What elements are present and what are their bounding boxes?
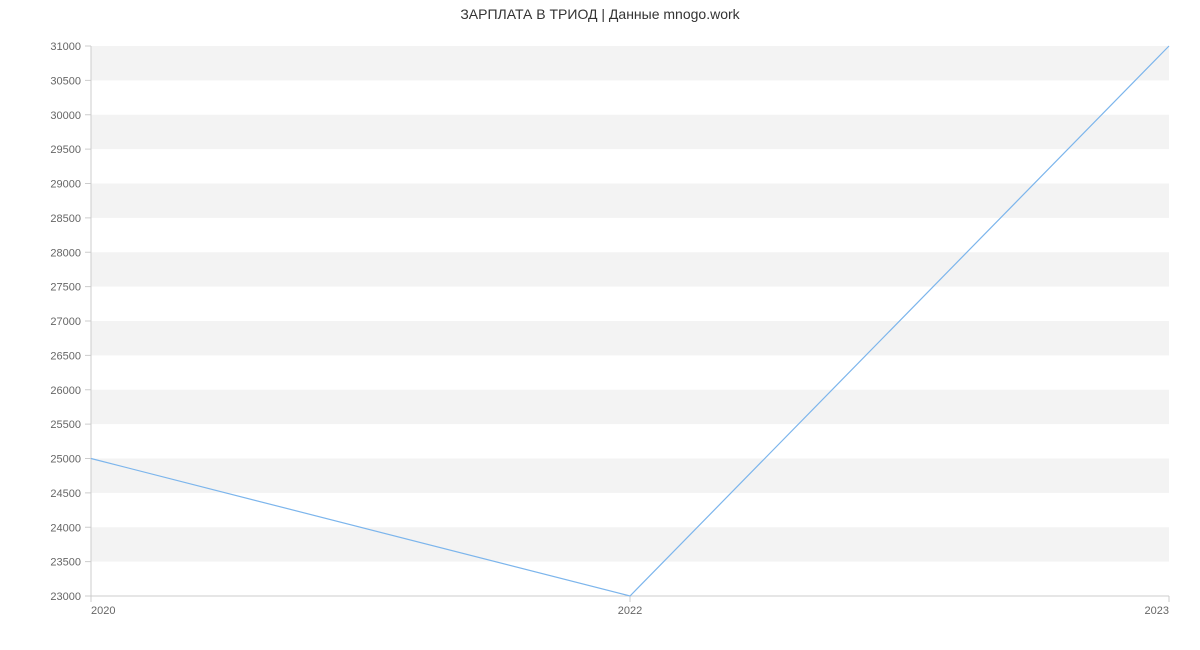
grid-band xyxy=(91,252,1169,286)
chart-svg: 23000 23500 24000 24500 25000 25500 26000 26500… xyxy=(0,0,1200,650)
y-tick-label: 25000 xyxy=(50,454,81,466)
salary-line-chart: ЗАРПЛАТА В ТРИОД | Данные mnogo.work 230… xyxy=(0,0,1200,650)
y-tick-label: 24000 xyxy=(50,522,81,534)
chart-title: ЗАРПЛАТА В ТРИОД | Данные mnogo.work xyxy=(0,6,1200,22)
y-tick-label: 30000 xyxy=(50,110,81,122)
y-tick-label: 27000 xyxy=(50,316,81,328)
y-tick-label: 26000 xyxy=(50,385,81,397)
y-tick-label: 28000 xyxy=(50,247,81,259)
y-tick-label: 23500 xyxy=(50,557,81,569)
y-tick-label: 28500 xyxy=(50,213,81,225)
y-tick-label: 23000 xyxy=(50,591,81,603)
x-tick-label: 2022 xyxy=(618,605,642,617)
y-tick-label: 27500 xyxy=(50,282,81,294)
y-tick-label: 31000 xyxy=(50,41,81,53)
y-tick-label: 26500 xyxy=(50,350,81,362)
grid-band xyxy=(91,184,1169,218)
grid-band xyxy=(91,321,1169,355)
grid-band xyxy=(91,390,1169,424)
grid-band xyxy=(91,459,1169,493)
y-tick-label: 29000 xyxy=(50,179,81,191)
y-tick-label: 25500 xyxy=(50,419,81,431)
x-tick-label: 2020 xyxy=(91,605,115,617)
grid-band xyxy=(91,115,1169,149)
x-tick-label: 2023 xyxy=(1145,605,1169,617)
y-tick-label: 30500 xyxy=(50,75,81,87)
grid-band xyxy=(91,527,1169,561)
y-tick-label: 24500 xyxy=(50,488,81,500)
y-tick-label: 29500 xyxy=(50,144,81,156)
grid-band xyxy=(91,46,1169,80)
